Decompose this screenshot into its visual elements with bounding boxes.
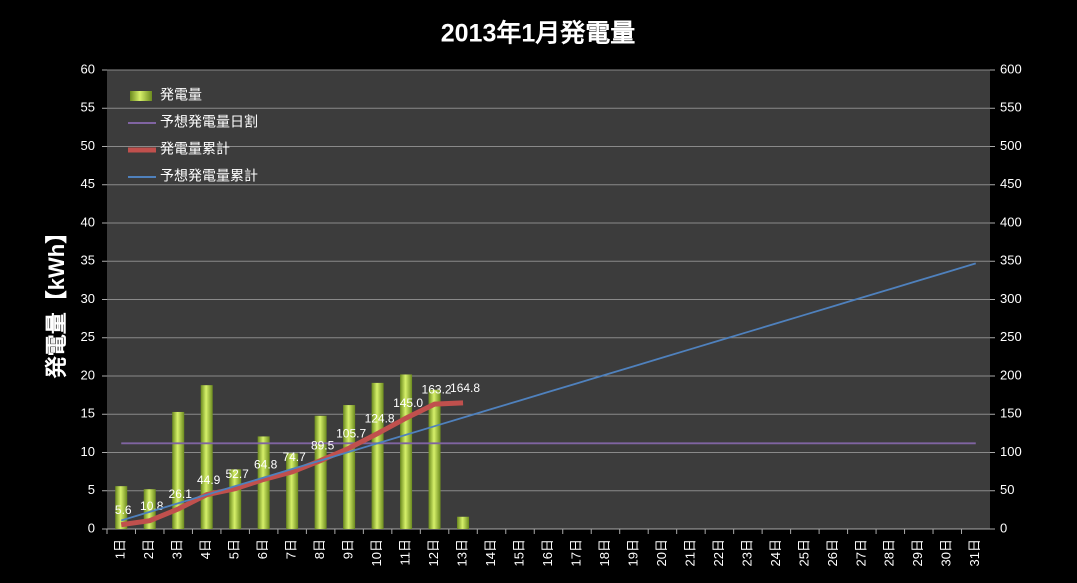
x-tick-label: 18日 — [597, 539, 612, 566]
data-label: 124.8 — [365, 412, 395, 426]
y2-tick-label: 300 — [1000, 291, 1022, 306]
y2-tick-label: 500 — [1000, 138, 1022, 153]
x-tick-label: 17日 — [568, 539, 583, 566]
data-label: 163.2 — [422, 382, 452, 396]
bar — [371, 382, 384, 529]
data-label: 44.9 — [197, 473, 221, 487]
legend-swatch — [130, 91, 152, 101]
data-label: 74.7 — [282, 450, 306, 464]
y2-tick-label: 350 — [1000, 253, 1022, 268]
x-tick-label: 4日 — [198, 539, 213, 559]
bar — [229, 469, 242, 529]
bar — [428, 389, 441, 529]
bar — [257, 436, 270, 529]
y2-tick-label: 150 — [1000, 406, 1022, 421]
x-tick-label: 27日 — [853, 539, 868, 566]
data-label: 64.8 — [254, 458, 278, 472]
y-tick-label: 60 — [81, 61, 95, 76]
x-tick-label: 12日 — [426, 539, 441, 566]
x-tick-label: 26日 — [825, 539, 840, 566]
x-tick-label: 14日 — [483, 539, 498, 566]
x-tick-label: 15日 — [511, 539, 526, 566]
y2-tick-label: 100 — [1000, 444, 1022, 459]
x-tick-label: 11日 — [398, 539, 413, 566]
x-tick-label: 8日 — [312, 539, 327, 559]
bar — [286, 453, 299, 529]
x-tick-label: 3日 — [170, 539, 185, 559]
data-label: 26.1 — [169, 487, 193, 501]
series-line — [120, 262, 977, 522]
data-label: 52.7 — [225, 467, 249, 481]
bar — [400, 374, 413, 529]
x-tick-label: 31日 — [967, 539, 982, 566]
x-tick-label: 23日 — [739, 539, 754, 566]
y-tick-label: 15 — [81, 406, 95, 421]
y-tick-label: 50 — [81, 138, 95, 153]
x-tick-label: 1日 — [113, 539, 128, 559]
x-tick-label: 24日 — [768, 539, 783, 566]
y-tick-label: 55 — [81, 100, 95, 115]
y-tick-label: 5 — [88, 482, 95, 497]
x-tick-label: 28日 — [882, 539, 897, 566]
legend-label: 予想発電量日割 — [160, 114, 258, 130]
data-label: 145.0 — [393, 396, 423, 410]
x-tick-label: 5日 — [227, 539, 242, 559]
x-tick-label: 19日 — [625, 539, 640, 566]
y2-tick-label: 600 — [1000, 61, 1022, 76]
y-tick-label: 30 — [81, 291, 95, 306]
data-label: 5.6 — [115, 503, 132, 517]
x-tick-label: 16日 — [540, 539, 555, 566]
legend-label: 発電量累計 — [160, 141, 230, 157]
y2-tick-label: 400 — [1000, 214, 1022, 229]
series-line — [120, 400, 464, 528]
y2-tick-label: 550 — [1000, 100, 1022, 115]
bar — [314, 415, 327, 529]
x-tick-label: 20日 — [654, 539, 669, 566]
y-tick-label: 25 — [81, 329, 95, 344]
y-tick-label: 20 — [81, 367, 95, 382]
y2-tick-label: 0 — [1000, 520, 1007, 535]
y-tick-label: 10 — [81, 444, 95, 459]
data-label: 164.8 — [450, 381, 480, 395]
y2-tick-label: 200 — [1000, 367, 1022, 382]
data-label: 105.7 — [336, 426, 366, 440]
legend-label: 予想発電量累計 — [160, 168, 258, 184]
y2-tick-label: 50 — [1000, 482, 1014, 497]
bar — [343, 405, 356, 529]
x-tick-label: 13日 — [454, 539, 469, 566]
y-tick-label: 0 — [88, 520, 95, 535]
y-axis-label: 発電量【kWh】 — [44, 222, 69, 379]
bar — [200, 385, 213, 529]
x-tick-label: 25日 — [796, 539, 811, 566]
y-tick-label: 45 — [81, 176, 95, 191]
y2-tick-label: 250 — [1000, 329, 1022, 344]
x-tick-label: 10日 — [369, 539, 384, 566]
y2-tick-label: 450 — [1000, 176, 1022, 191]
x-tick-label: 7日 — [284, 539, 299, 559]
data-label: 89.5 — [311, 439, 335, 453]
legend-label: 発電量 — [160, 87, 202, 103]
x-tick-label: 30日 — [939, 539, 954, 566]
chart-title: 2013年1月発電量 — [441, 19, 636, 48]
bar — [457, 516, 470, 529]
x-tick-label: 2日 — [141, 539, 156, 559]
y-tick-label: 35 — [81, 253, 95, 268]
x-tick-label: 6日 — [255, 539, 270, 559]
bar — [115, 486, 128, 529]
bar — [172, 411, 185, 529]
x-tick-label: 22日 — [711, 539, 726, 566]
y-tick-label: 40 — [81, 214, 95, 229]
x-tick-label: 21日 — [682, 539, 697, 566]
x-tick-label: 29日 — [910, 539, 925, 566]
x-tick-label: 9日 — [341, 539, 356, 559]
